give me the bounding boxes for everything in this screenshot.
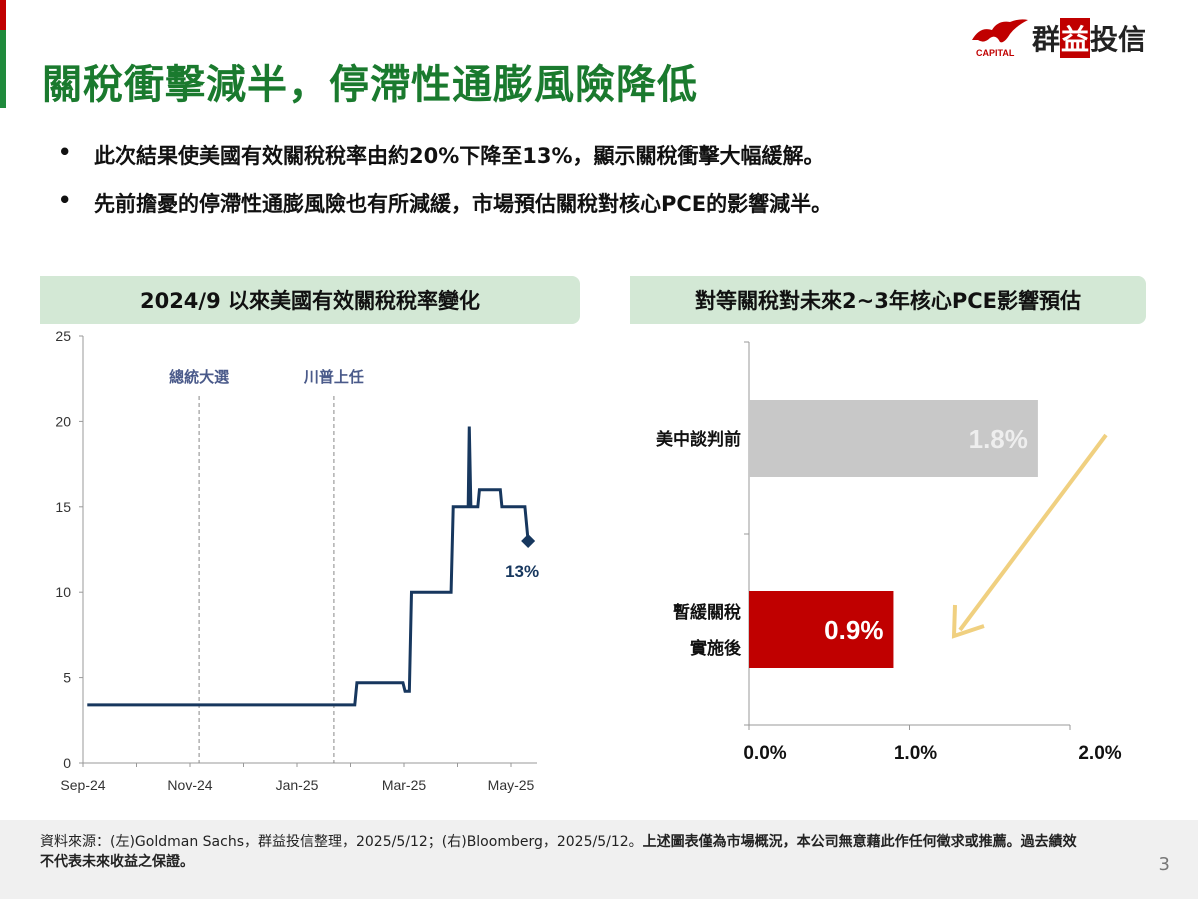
x-tick-label: 0.0% <box>743 743 786 764</box>
disclaimer-text: 上述圖表僅為市場概況，本公司無意藉此作任何徵求或推薦。過去績效不代表未來收益之保… <box>40 834 1077 870</box>
y-tick-label: 20 <box>55 413 71 429</box>
accent-bar-green <box>0 30 6 108</box>
end-point-label: 13% <box>505 562 539 581</box>
y-tick-label: 15 <box>55 499 71 515</box>
left-chart-title: 2024/9 以來美國有效關稅稅率變化 <box>40 276 580 324</box>
category-label: 暫緩關稅 <box>673 602 741 622</box>
source-text: 資料來源：(左)Goldman Sachs，群益投信整理，2025/5/12；(… <box>40 834 643 850</box>
x-tick-label: Nov-24 <box>167 777 212 793</box>
event-label: 總統大選 <box>169 368 229 386</box>
end-point-marker <box>521 533 536 548</box>
x-tick-label: Jan-25 <box>276 777 319 793</box>
bar <box>749 400 1038 477</box>
bullet-item: 此次結果使美國有效關稅稅率由約20%下降至13%，顯示關稅衝擊大幅緩解。 <box>58 140 832 170</box>
footer: 資料來源：(左)Goldman Sachs，群益投信整理，2025/5/12；(… <box>0 820 1198 899</box>
x-tick-label: 2.0% <box>1078 743 1121 764</box>
bar-value-label: 1.8% <box>969 424 1028 454</box>
bullet-item: 先前擔憂的停滯性通膨風險也有所減緩，市場預估關稅對核心PCE的影響減半。 <box>58 188 832 218</box>
category-label: 實施後 <box>690 638 742 658</box>
right-chart-title: 對等關稅對未來2~3年核心PCE影響預估 <box>630 276 1146 324</box>
x-tick-label: May-25 <box>488 777 535 793</box>
y-tick-label: 5 <box>63 670 71 686</box>
decrease-arrow-icon <box>958 433 1108 632</box>
tariff-rate-line-chart: 0 5 10 15 20 25 Sep-24 Nov-24 Jan-25 Mar-25 May-25… <box>55 328 539 793</box>
x-tick-label: 1.0% <box>894 743 937 764</box>
y-tick-label: 0 <box>63 755 71 771</box>
arrow-head-icon <box>951 604 985 639</box>
accent-bar-red <box>0 0 6 30</box>
x-tick-label: Sep-24 <box>60 777 105 793</box>
y-tick-label: 25 <box>55 328 71 344</box>
company-logo: CAPITAL 群益投信 <box>970 18 1146 58</box>
tariff-rate-series <box>87 426 530 707</box>
eagle-logo-icon: CAPITAL <box>970 18 1028 58</box>
category-label: 美中談判前 <box>656 429 741 449</box>
page-number: 3 <box>1158 854 1170 875</box>
logo-text: 群 <box>1032 23 1061 56</box>
x-tick-label: Mar-25 <box>382 777 427 793</box>
y-tick-label: 10 <box>55 584 71 600</box>
event-label: 川普上任 <box>303 368 364 386</box>
bar <box>749 591 894 668</box>
logo-text: 投信 <box>1090 23 1147 56</box>
source-note: 資料來源：(左)Goldman Sachs，群益投信整理，2025/5/12；(… <box>40 832 1090 872</box>
page-title: 關稅衝擊減半，停滯性通膨風險降低 <box>42 62 698 108</box>
bar-value-label: 0.9% <box>824 615 883 645</box>
logo-text-highlight: 益 <box>1060 18 1091 58</box>
bullet-list: 此次結果使美國有效關稅稅率由約20%下降至13%，顯示關稅衝擊大幅緩解。 先前擔… <box>58 140 832 236</box>
